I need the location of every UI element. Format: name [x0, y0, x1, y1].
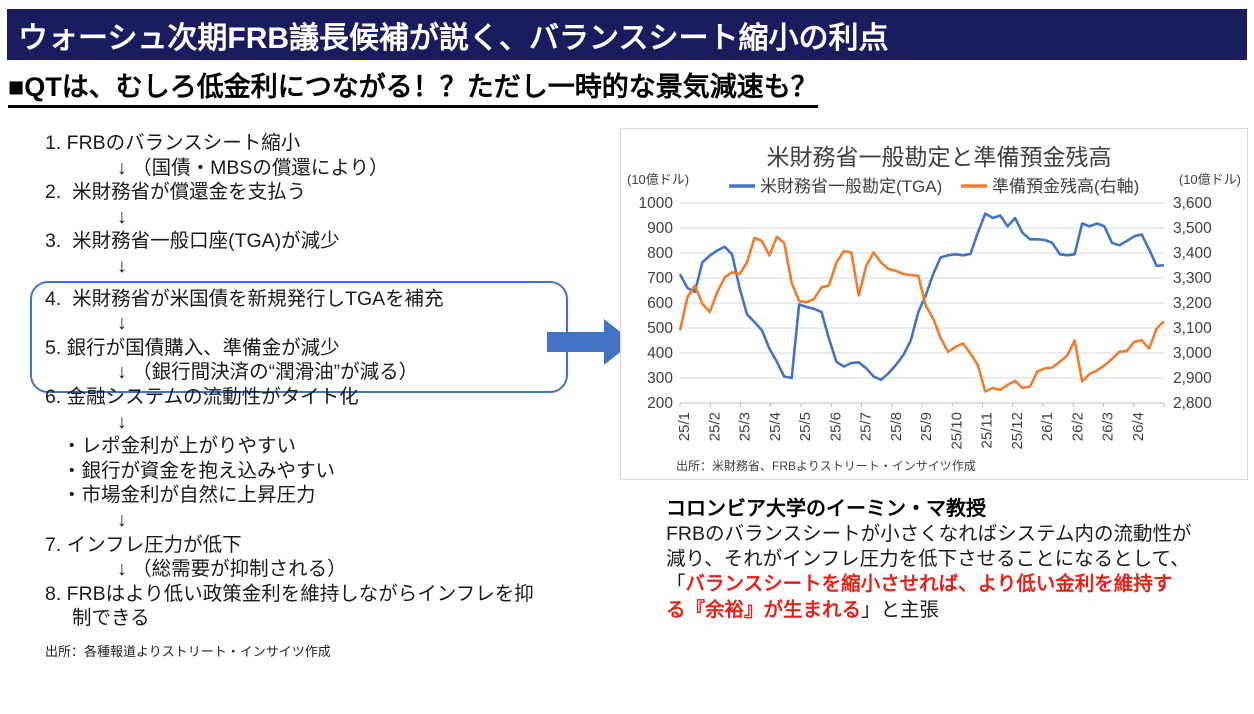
flow-line: ・市場金利が自然に上昇圧力	[62, 484, 316, 507]
line-chart: 1000 3,600 900 3,500 800 3,400 700 3,300 600 3,20…	[627, 144, 1241, 473]
commentary-line: 「バランスシートを縮小させれば、より低い金利を維持す	[666, 573, 1173, 596]
flow-line: 制できる	[72, 607, 150, 630]
x-axis-tick-label: 26/1	[1039, 412, 1056, 441]
flow-line: ↓	[117, 205, 127, 228]
flow-line: ↓ （銀行間決済の“潤滑油”が減る）	[117, 361, 419, 384]
right-axis-tick-label: 3,500	[1173, 220, 1212, 237]
left-axis-tick-label: 300	[647, 370, 673, 387]
right-axis-tick-label: 3,000	[1173, 345, 1212, 362]
chart-panel: 1000 3,600 900 3,500 800 3,400 700 3,300 600 3,20…	[620, 128, 1248, 480]
series-reserves	[678, 235, 1165, 393]
left-axis-tick-label: 1000	[639, 195, 674, 212]
left-axis-tick-label: 400	[647, 345, 673, 362]
chart-title: 米財務省一般勘定と準備預金残高	[767, 144, 1112, 170]
flow-line: ↓	[117, 508, 127, 531]
commentary-red-text: る『余裕』が生まれる	[666, 598, 862, 621]
page-title: ウォーシュ次期FRB議長候補が説く、バランスシート縮小の利点	[18, 21, 889, 55]
title-bar: ウォーシュ次期FRB議長候補が説く、バランスシート縮小の利点	[7, 9, 1247, 60]
flow-line: ↓ （総需要が抑制される）	[117, 558, 347, 581]
flow-line: ↓	[117, 410, 127, 433]
x-axis-tick-label: 25/12	[1009, 412, 1026, 450]
x-axis-tick-label: 25/1	[676, 412, 693, 441]
x-axis-tick-label: 25/10	[948, 412, 965, 450]
commentary-line: FRBのバランスシートが小さくなればシステム内の流動性が	[666, 523, 1192, 545]
right-axis-tick-label: 3,600	[1173, 195, 1212, 212]
left-axis-tick-label: 900	[647, 220, 673, 237]
right-axis-tick-label: 3,300	[1173, 270, 1212, 287]
x-axis-tick-label: 25/9	[918, 412, 935, 441]
left-axis-tick-label: 700	[647, 270, 673, 287]
commentary-body: FRBのバランスシートが小さくなればシステム内の流動性が 減り、それがインフレ圧力…	[666, 522, 1254, 623]
commentary-block: コロンビア大学のイーミン・マ教授 FRBのバランスシートが小さくなればシステム内…	[666, 497, 1254, 623]
commentary-line: 減り、それがインフレ圧力を低下させることになるとして、	[666, 548, 1190, 571]
x-axis-tick-label: 25/8	[888, 412, 905, 441]
left-axis-unit: (10億ドル)	[627, 172, 689, 187]
flow-line: 7. インフレ圧力が低下	[45, 533, 242, 556]
x-axis-tick-label: 25/3	[737, 412, 754, 441]
right-axis-tick-label: 3,100	[1173, 320, 1212, 337]
left-axis-tick-label: 800	[647, 245, 673, 262]
commentary-red-text: バランスシートを縮小させれば、より低い金利を維持す	[685, 573, 1173, 596]
page-subtitle: ■QTは、むしろ低金利につながる！？ただし一時的な景気減速も？	[8, 65, 818, 108]
commentary-heading: コロンビア大学のイーミン・マ教授	[666, 498, 986, 520]
flow-line: ・銀行が資金を抱え込みやすい	[62, 459, 336, 482]
x-axis-tick-label: 26/3	[1100, 412, 1117, 441]
right-axis-tick-label: 2,900	[1173, 370, 1212, 387]
x-axis-tick-label: 25/11	[979, 412, 996, 448]
legend-label-reserves: 準備預金残高(右軸)	[992, 177, 1139, 196]
flow-line: 5. 銀行が国債購入、準備金が減少	[45, 336, 340, 359]
right-axis-tick-label: 2,800	[1173, 395, 1212, 412]
flow-line: ↓	[117, 312, 127, 335]
right-axis-unit: (10億ドル)	[1179, 172, 1241, 187]
x-axis-tick-label: 25/7	[858, 412, 875, 441]
left-axis-tick-label: 200	[647, 395, 673, 412]
x-axis-tick-label: 25/6	[827, 412, 844, 441]
flow-line: 4. 米財務省が米国債を新規発行しTGAを補充	[45, 287, 444, 310]
legend-label-tga: 米財務省一般勘定(TGA)	[760, 177, 942, 196]
left-axis-tick-label: 500	[647, 320, 673, 337]
flow-line: ↓ （国債・MBSの償還により）	[117, 156, 389, 179]
right-axis-tick-label: 3,400	[1173, 245, 1212, 262]
flow-line: 2. 米財務省が償還金を支払う	[45, 181, 307, 204]
flow-source-note: 出所：各種報道よりストリート・インサイツ作成	[45, 644, 331, 659]
x-axis-tick-label: 25/2	[706, 412, 723, 441]
right-arrow-icon	[547, 319, 633, 365]
right-axis-tick-label: 3,200	[1173, 295, 1212, 312]
x-axis-tick-label: 26/2	[1069, 412, 1086, 441]
series-tga	[678, 212, 1165, 382]
flow-line: ・レポ金利が上がりやすい	[62, 435, 297, 458]
flow-list: 1. FRBのバランスシート縮小 ↓ （国債・MBSの償還により） 2. 米財務省が…	[45, 131, 605, 631]
x-axis-tick-label: 25/4	[767, 412, 784, 441]
commentary-line: る『余裕』が生まれる」と主張	[666, 598, 940, 621]
flow-line: ↓	[117, 254, 127, 277]
flow-line: 6. 金融システムの流動性がタイト化	[45, 385, 359, 408]
x-axis-tick-label: 25/5	[797, 412, 814, 441]
flow-line: 3. 米財務省一般口座(TGA)が減少	[45, 230, 340, 253]
chart-source-note: 出所：米財務省、FRBよりストリート・インサイツ作成	[676, 458, 976, 473]
flow-line: 8. FRBはより低い政策金利を維持しながらインフレを抑	[45, 582, 534, 605]
left-axis-tick-label: 600	[647, 295, 673, 312]
flow-line: 1. FRBのバランスシート縮小	[45, 132, 301, 154]
x-axis-tick-label: 26/4	[1130, 412, 1147, 441]
